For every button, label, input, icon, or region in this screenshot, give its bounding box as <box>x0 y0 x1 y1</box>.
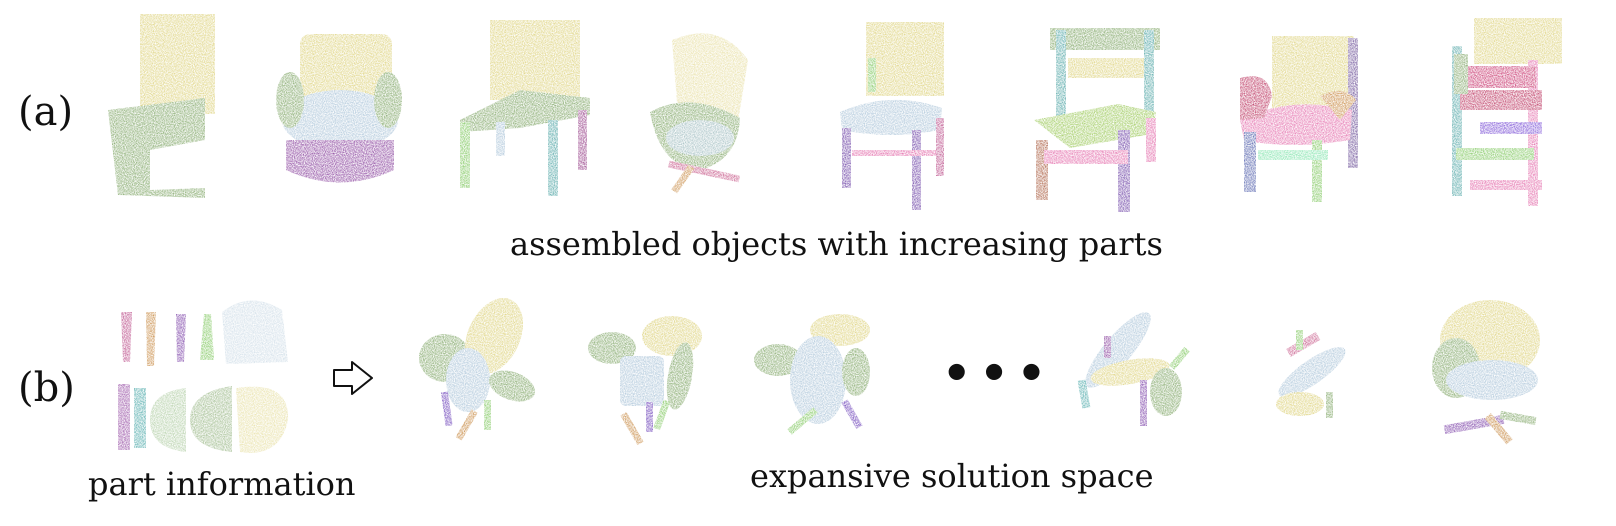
part-information-caption: part information <box>88 465 356 503</box>
chair-6 <box>1034 28 1160 212</box>
chair-1 <box>108 14 215 198</box>
arrangement-1 <box>419 298 536 441</box>
arrangement-3 <box>754 314 870 435</box>
arrangement-4 <box>1077 312 1190 426</box>
ellipsis: ••• <box>942 346 1055 400</box>
hollow-right-arrow-icon <box>333 361 373 395</box>
solution-space-caption: expansive solution space <box>750 457 1154 495</box>
chair-7 <box>1240 36 1358 202</box>
chair-4 <box>650 33 748 194</box>
chair-2 <box>276 34 402 183</box>
panel-a-caption: assembled objects with increasing parts <box>510 225 1163 263</box>
part-information <box>118 300 289 453</box>
chair-3 <box>460 20 590 196</box>
chair-5 <box>840 22 944 210</box>
arrangement-6 <box>1432 300 1540 445</box>
panel-b-label: (b) <box>18 365 75 411</box>
arrangement-2 <box>588 316 702 446</box>
arrangement-5 <box>1276 330 1346 418</box>
chair-8 <box>1452 18 1562 206</box>
panel-a-label: (a) <box>18 89 74 135</box>
